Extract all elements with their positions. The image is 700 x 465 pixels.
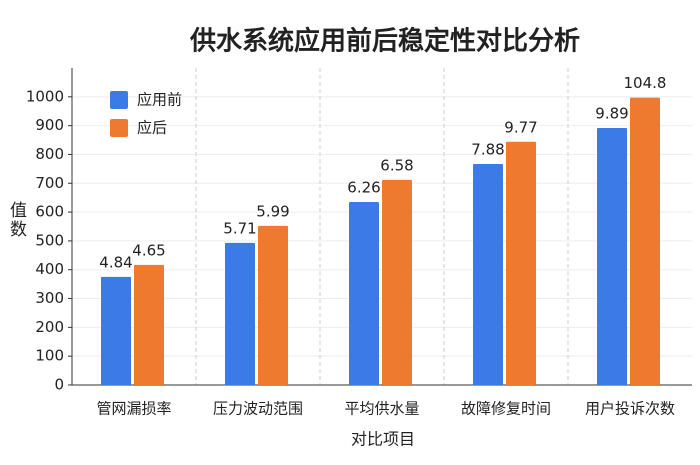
x-tick-label: 压力波动范围 (213, 400, 303, 418)
data-label: 9.89 (595, 104, 628, 122)
x-tick-label: 用户投诉次数 (585, 400, 675, 418)
y-tick-label: 1000 (26, 87, 64, 105)
y-axis-label: 值数 (6, 201, 27, 239)
y-tick-label: 0 (54, 376, 64, 394)
legend-swatch (110, 91, 128, 109)
data-label: 4.65 (132, 241, 165, 259)
legend-label: 应后 (137, 119, 167, 137)
x-axis-label: 对比项目 (351, 430, 415, 449)
bar (258, 225, 288, 385)
y-tick-label: 700 (35, 174, 64, 192)
y-tick-label: 900 (35, 116, 64, 134)
data-label: 7.88 (471, 140, 504, 158)
data-label: 6.58 (380, 156, 413, 174)
x-tick-label: 故障修复时间 (461, 400, 551, 418)
bar (382, 179, 412, 385)
bar (630, 97, 660, 385)
y-tick-label: 100 (35, 347, 64, 365)
data-label: 9.77 (504, 118, 537, 136)
y-tick-label: 800 (35, 145, 64, 163)
bar (473, 163, 503, 385)
bar (597, 127, 627, 385)
chart-title: 供水系统应用前后稳定性对比分析 (189, 26, 580, 57)
x-tick-label: 管网漏损率 (96, 400, 171, 418)
bar (134, 264, 164, 385)
y-tick-label: 400 (35, 260, 64, 278)
data-label: 6.26 (347, 179, 380, 197)
bar (101, 276, 131, 385)
data-label: 5.99 (256, 202, 289, 220)
legend-label: 应用前 (137, 91, 182, 109)
y-tick-label: 300 (35, 289, 64, 307)
y-tick-label: 200 (35, 318, 64, 336)
legend-swatch (110, 119, 128, 137)
bar (506, 141, 536, 385)
bar (349, 202, 379, 385)
data-label: 104.8 (624, 74, 667, 92)
data-label: 4.84 (99, 253, 132, 271)
x-tick-label: 平均供水量 (344, 400, 419, 418)
y-tick-label: 600 (35, 203, 64, 221)
y-tick-label: 500 (35, 231, 64, 249)
data-label: 5.71 (223, 219, 256, 237)
bar (225, 242, 255, 385)
